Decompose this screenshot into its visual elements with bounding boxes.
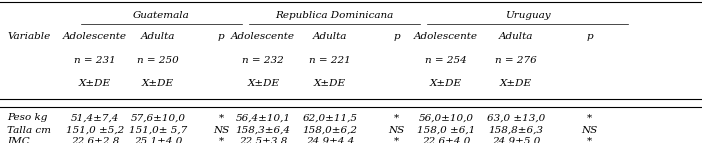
Text: 56,4±10,1: 56,4±10,1 [236,114,291,122]
Text: NS: NS [581,126,598,135]
Text: Guatemala: Guatemala [133,11,190,19]
Text: Republica Dominicana: Republica Dominicana [275,11,394,19]
Text: NS: NS [388,126,405,135]
Text: Adulta: Adulta [313,32,347,41]
Text: 24,9±5,0: 24,9±5,0 [492,137,540,143]
Text: n = 232: n = 232 [242,56,284,64]
Text: X±DE: X±DE [79,79,111,88]
Text: 22,6±4,0: 22,6±4,0 [422,137,470,143]
Text: n = 276: n = 276 [495,56,537,64]
Text: 24,9±4,4: 24,9±4,4 [306,137,354,143]
Text: 158,0 ±6,1: 158,0 ±6,1 [417,126,475,135]
Text: Talla cm: Talla cm [7,126,51,135]
Text: X±DE: X±DE [430,79,462,88]
Text: IMC: IMC [7,137,29,143]
Text: n = 250: n = 250 [137,56,179,64]
Text: n = 221: n = 221 [309,56,351,64]
Text: Adolescente: Adolescente [231,32,296,41]
Text: Adulta: Adulta [499,32,533,41]
Text: Adolescente: Adolescente [62,32,127,41]
Text: X±DE: X±DE [142,79,174,88]
Text: n = 231: n = 231 [74,56,116,64]
Text: 151,0 ±5,2: 151,0 ±5,2 [66,126,124,135]
Text: *: * [587,114,592,122]
Text: 56,0±10,0: 56,0±10,0 [418,114,473,122]
Text: *: * [394,114,399,122]
Text: X±DE: X±DE [314,79,346,88]
Text: 158,8±6,3: 158,8±6,3 [489,126,543,135]
Text: Peso kg: Peso kg [7,114,48,122]
Text: NS: NS [213,126,230,135]
Text: 62,0±11,5: 62,0±11,5 [303,114,357,122]
Text: n = 254: n = 254 [425,56,467,64]
Text: 63,0 ±13,0: 63,0 ±13,0 [487,114,545,122]
Text: p: p [586,32,593,41]
Text: *: * [587,137,592,143]
Text: 151,0± 5,7: 151,0± 5,7 [129,126,187,135]
Text: p: p [218,32,225,41]
Text: 22,5±3,8: 22,5±3,8 [239,137,287,143]
Text: X±DE: X±DE [500,79,532,88]
Text: 57,6±10,0: 57,6±10,0 [131,114,185,122]
Text: 158,0±6,2: 158,0±6,2 [303,126,357,135]
Text: Variable: Variable [7,32,51,41]
Text: 25,1±4,0: 25,1±4,0 [134,137,182,143]
Text: p: p [393,32,400,41]
Text: X±DE: X±DE [247,79,279,88]
Text: *: * [218,137,224,143]
Text: 51,4±7,4: 51,4±7,4 [71,114,119,122]
Text: Adolescente: Adolescente [413,32,478,41]
Text: Uruguay: Uruguay [505,11,550,19]
Text: Adulta: Adulta [141,32,175,41]
Text: *: * [218,114,224,122]
Text: 158,3±6,4: 158,3±6,4 [236,126,291,135]
Text: 22,6±2,8: 22,6±2,8 [71,137,119,143]
Text: *: * [394,137,399,143]
